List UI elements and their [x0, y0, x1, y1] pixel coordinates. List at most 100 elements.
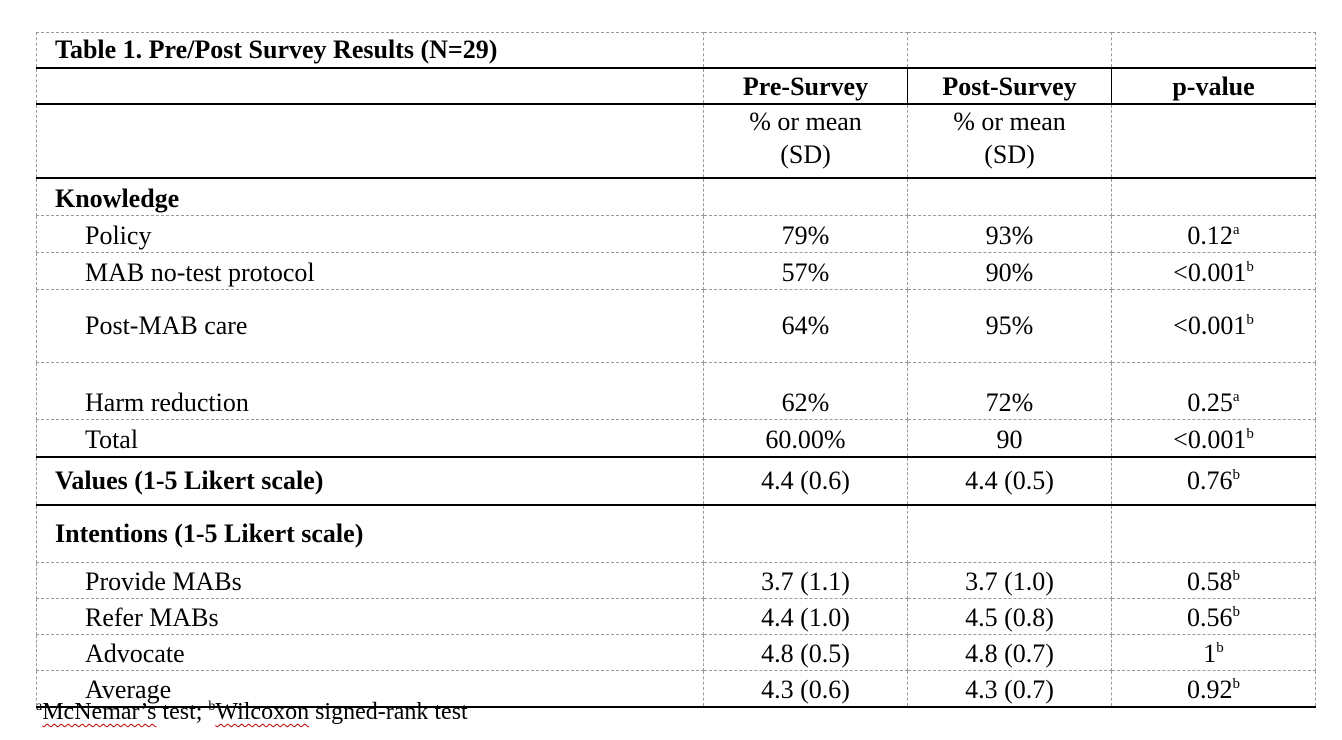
post-value: 90: [907, 419, 1112, 458]
pre-value: 79%: [703, 215, 908, 253]
table-footnote: aMcNemar’s test; bWilcoxon signed-rank t…: [36, 697, 468, 727]
pre-value: 4.4 (0.6): [703, 456, 908, 506]
table-title-row: Table 1. Pre/Post Survey Results (N=29): [36, 32, 1316, 69]
p-value-mark: b: [1232, 604, 1241, 620]
p-value-cell: 1b: [1111, 634, 1316, 671]
table-title: Table 1. Pre/Post Survey Results (N=29): [36, 32, 704, 69]
p-value-mark: b: [1246, 259, 1254, 275]
p-value: 0.58: [1187, 567, 1233, 596]
p-value-mark: b: [1246, 312, 1254, 328]
p-value: 0.92: [1187, 675, 1233, 704]
post-value: 95%: [907, 289, 1112, 363]
section-label-knowledge: Knowledge: [36, 177, 704, 216]
post-value: 4.4 (0.5): [907, 456, 1112, 506]
section-row-values: Values (1-5 Likert scale) 4.4 (0.6) 4.4 …: [36, 456, 1316, 506]
p-value-mark: b: [1232, 568, 1241, 584]
row-label: Harm reduction: [36, 362, 704, 420]
row-label: Average: [36, 670, 704, 708]
subheader-post-text: % or mean (SD): [953, 107, 1066, 169]
table-row: Provide MABs 3.7 (1.1) 3.7 (1.0) 0.58b: [36, 562, 1316, 599]
p-value: <0.001: [1173, 311, 1247, 340]
post-value: 93%: [907, 215, 1112, 253]
p-value-cell: <0.001b: [1111, 419, 1316, 458]
p-value: 0.25: [1187, 388, 1233, 417]
section-label-values: Values (1-5 Likert scale): [36, 456, 704, 506]
p-value-mark: a: [1232, 222, 1240, 238]
table-row: Harm reduction 62% 72% 0.25a: [36, 362, 1316, 420]
p-value-cell: 0.76b: [1111, 456, 1316, 506]
header-row: Pre-Survey Post-Survey p-value: [36, 67, 1316, 105]
p-value: 0.12: [1187, 221, 1233, 250]
row-label: Policy: [36, 215, 704, 253]
pre-value: 4.3 (0.6): [703, 670, 908, 708]
p-value: <0.001: [1173, 425, 1247, 454]
table-row: Advocate 4.8 (0.5) 4.8 (0.7) 1b: [36, 634, 1316, 671]
section-label-intentions: Intentions (1-5 Likert scale): [36, 504, 704, 563]
blank-cell: [703, 177, 908, 216]
title-blank-cell: [1111, 32, 1316, 69]
section-row-knowledge: Knowledge: [36, 177, 1316, 216]
header-cell-label: [36, 67, 704, 105]
subheader-pre: % or mean (SD): [703, 103, 908, 179]
table-row: MAB no-test protocol 57% 90% <0.001b: [36, 252, 1316, 290]
subheader-pre-text: % or mean (SD): [749, 107, 862, 169]
survey-results-table: Table 1. Pre/Post Survey Results (N=29) …: [36, 32, 1316, 708]
section-row-intentions: Intentions (1-5 Likert scale): [36, 504, 1316, 563]
row-label: Provide MABs: [36, 562, 704, 599]
p-value: 1: [1203, 639, 1217, 668]
row-label: Total: [36, 419, 704, 458]
footnote-rest: signed-rank test: [309, 699, 468, 725]
subheader-p-blank: [1111, 103, 1316, 179]
row-label: Refer MABs: [36, 598, 704, 635]
header-p-value: p-value: [1111, 67, 1316, 105]
footnote-wilcoxon: Wilcoxon: [215, 699, 310, 725]
pre-value: 60.00%: [703, 419, 908, 458]
p-value-mark: b: [1232, 676, 1241, 692]
subheader-blank: [36, 103, 704, 179]
p-value-mark: b: [1232, 467, 1241, 483]
p-value-cell: 0.92b: [1111, 670, 1316, 708]
pre-value: 3.7 (1.1): [703, 562, 908, 599]
p-value-cell: <0.001b: [1111, 289, 1316, 363]
p-value-cell: 0.56b: [1111, 598, 1316, 635]
p-value-mark: b: [1216, 640, 1224, 656]
footnote-mark-b: b: [208, 699, 216, 714]
row-label: Post-MAB care: [36, 289, 704, 363]
p-value: <0.001: [1173, 258, 1247, 287]
subheader-row: % or mean (SD) % or mean (SD): [36, 103, 1316, 179]
pre-value: 57%: [703, 252, 908, 290]
p-value-cell: 0.12a: [1111, 215, 1316, 253]
p-value-cell: <0.001b: [1111, 252, 1316, 290]
pre-value: 64%: [703, 289, 908, 363]
post-value: 4.8 (0.7): [907, 634, 1112, 671]
header-post-survey: Post-Survey: [907, 67, 1112, 105]
table-row: Policy 79% 93% 0.12a: [36, 215, 1316, 253]
p-value: 0.56: [1187, 603, 1233, 632]
table-row: Total 60.00% 90 <0.001b: [36, 419, 1316, 458]
title-blank-cell: [703, 32, 908, 69]
pre-value: 4.8 (0.5): [703, 634, 908, 671]
footnote-sep: test;: [156, 699, 209, 725]
p-value-mark: a: [1232, 389, 1240, 405]
blank-cell: [907, 504, 1112, 563]
post-value: 3.7 (1.0): [907, 562, 1112, 599]
footnote-mark-a: a: [36, 699, 43, 714]
subheader-post: % or mean (SD): [907, 103, 1112, 179]
blank-cell: [703, 504, 908, 563]
table-row: Post-MAB care 64% 95% <0.001b: [36, 289, 1316, 363]
blank-cell: [1111, 504, 1316, 563]
post-value: 4.5 (0.8): [907, 598, 1112, 635]
row-label: MAB no-test protocol: [36, 252, 704, 290]
post-value: 90%: [907, 252, 1112, 290]
pre-value: 62%: [703, 362, 908, 420]
p-value-mark: b: [1246, 426, 1254, 442]
p-value: 0.76: [1187, 466, 1233, 495]
title-blank-cell: [907, 32, 1112, 69]
post-value: 4.3 (0.7): [907, 670, 1112, 708]
blank-cell: [1111, 177, 1316, 216]
table-row: Refer MABs 4.4 (1.0) 4.5 (0.8) 0.56b: [36, 598, 1316, 635]
table-row: Average 4.3 (0.6) 4.3 (0.7) 0.92b: [36, 670, 1316, 708]
footnote-mcnemar: McNemar’s: [42, 699, 157, 725]
header-pre-survey: Pre-Survey: [703, 67, 908, 105]
row-label: Advocate: [36, 634, 704, 671]
